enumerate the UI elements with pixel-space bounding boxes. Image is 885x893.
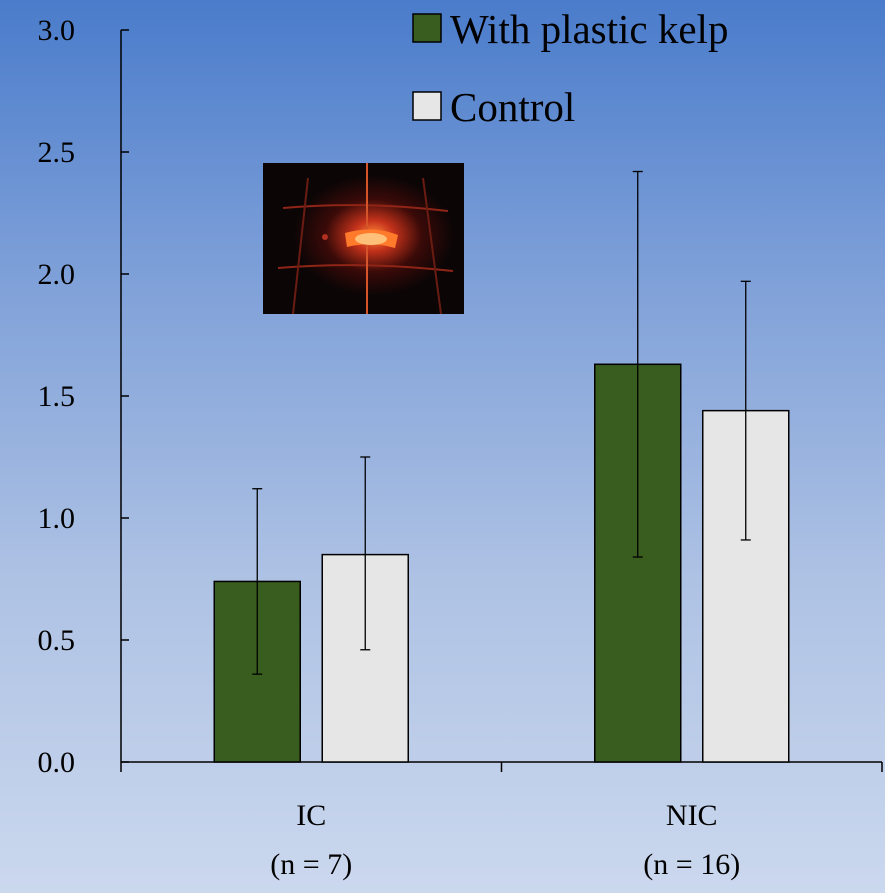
- category-label: NIC: [666, 799, 718, 832]
- y-tick-label: 2.0: [38, 258, 76, 291]
- category-sublabel: (n = 7): [270, 848, 352, 881]
- y-tick-label: 0.5: [38, 624, 76, 657]
- legend: With plastic kelp Control: [412, 6, 728, 130]
- category-sublabel: (n = 16): [643, 848, 740, 881]
- error-bars: [252, 170, 751, 675]
- category-labels: IC (n = 7) NIC (n = 16): [270, 799, 740, 881]
- y-tick-label: 1.5: [38, 380, 76, 413]
- y-tick-label: 2.5: [38, 136, 76, 169]
- y-ticks: 0.0 0.5 1.0 1.5 2.0 2.5 3.0: [38, 14, 129, 779]
- category-label: IC: [296, 799, 326, 832]
- legend-swatch-series-1: [412, 91, 442, 121]
- y-tick-label: 1.0: [38, 502, 76, 535]
- y-tick-label: 3.0: [38, 14, 76, 47]
- legend-label-series-1: Control: [450, 84, 575, 130]
- legend-label-series-0: With plastic kelp: [450, 6, 728, 52]
- y-tick-label: 0.0: [38, 746, 76, 779]
- legend-swatch-series-0: [412, 13, 442, 43]
- x-ticks: [120, 762, 883, 772]
- inset-photo: [263, 163, 464, 314]
- bars: [213, 363, 790, 763]
